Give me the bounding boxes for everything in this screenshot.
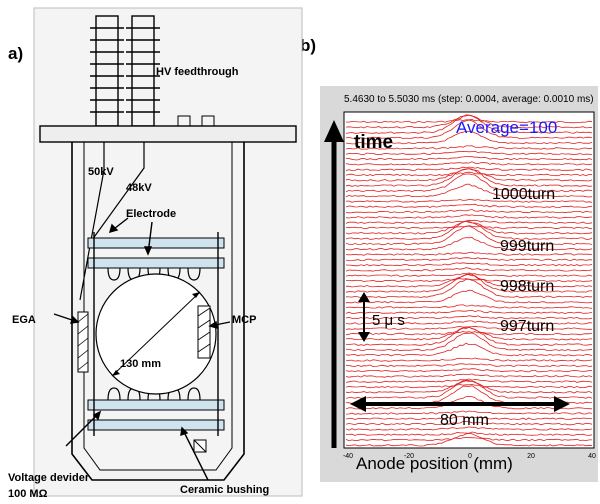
width-label: 80 mm [440, 412, 489, 429]
trace-line [345, 219, 593, 224]
ceramic-bushing-label: Ceramic bushing [180, 484, 270, 496]
trace-group [345, 114, 593, 447]
trace-line [345, 214, 593, 219]
trace-line [345, 150, 593, 156]
diagram-background [33, 7, 303, 497]
trace-line [345, 199, 593, 203]
trace-line [345, 237, 593, 251]
electrode-label: Electrode [126, 208, 177, 220]
hv-lead-50kv [79, 142, 105, 301]
trace-line [345, 320, 593, 325]
turn-label-998: 998turn [500, 278, 555, 295]
trace-line [345, 114, 593, 134]
vacuum-vessel [71, 142, 245, 481]
trace-line [345, 119, 593, 140]
resistance-label: 100 MΩ [8, 488, 48, 500]
48kv-label: 48kV [126, 182, 152, 194]
trace-line [345, 220, 593, 240]
trace-line [345, 220, 593, 235]
trace-line [345, 251, 593, 256]
trace-line [345, 273, 593, 288]
trace-line [345, 315, 593, 320]
trace-line [345, 378, 593, 383]
trace-line [345, 395, 593, 410]
mcp-detector [197, 305, 211, 359]
trace-line [345, 304, 593, 309]
time-arrowhead [324, 120, 344, 142]
voltage-divider-label: Voltage devider [8, 472, 90, 484]
lower-electrode-plate [87, 399, 225, 411]
chamber-diagram [33, 7, 303, 497]
trace-line [345, 225, 593, 246]
trace-line [345, 420, 593, 426]
panel-a-label: a) [8, 44, 24, 63]
average-label: Average=100 [456, 118, 558, 137]
x-tick-label: 0 [468, 453, 472, 460]
trace-line [345, 330, 593, 336]
trace-line [345, 173, 593, 193]
hv-feedthrough-label: HV feedthrough [156, 66, 239, 78]
trace-line [345, 342, 593, 357]
trace-line [346, 289, 593, 304]
trace-line [345, 432, 593, 447]
time-label: time [354, 132, 394, 153]
trace-line [345, 379, 593, 399]
x-tick-label: 20 [527, 453, 535, 460]
trace-line [345, 326, 593, 346]
trace-line [345, 273, 593, 293]
trace-line [345, 437, 592, 442]
time-range-header: 5.4630 to 5.5030 ms (step: 0.0004, avera… [344, 94, 594, 105]
trace-line [345, 267, 593, 272]
50kv-label: 50kV [88, 166, 114, 178]
trace-line [345, 183, 593, 198]
trace-line [345, 156, 593, 161]
diameter-label: 130 mm [120, 358, 161, 370]
trace-line [345, 278, 592, 299]
trace-line [345, 363, 593, 368]
x-tick-label: -40 [343, 453, 353, 460]
trace-line [345, 161, 593, 166]
trace-line [345, 166, 593, 171]
trace-line [345, 145, 593, 150]
ega-label: EGA [12, 314, 36, 326]
trace-line [345, 203, 593, 209]
trace-line [345, 257, 592, 262]
x-tick-label: 40 [588, 453, 596, 460]
x-tick-group: -40 -20 0 20 40 [343, 453, 596, 460]
trace-line [345, 209, 593, 214]
trace-line [345, 262, 593, 267]
waterfall-plot: -40 -20 0 20 40 [324, 111, 596, 460]
upper-electrode-plate [87, 237, 225, 249]
turn-label-999: 999turn [500, 238, 555, 255]
trace-line [345, 410, 593, 415]
trace-line [345, 272, 593, 277]
time-scale-label: 5 μ s [372, 312, 405, 329]
x-axis-label: Anode position (mm) [356, 454, 513, 473]
trace-line [345, 426, 593, 431]
trace-line [345, 168, 593, 187]
trace-line [345, 171, 593, 177]
turn-label-997: 997turn [500, 318, 555, 335]
hv-lead-48kv [91, 142, 145, 241]
trace-line [345, 415, 593, 421]
trace-line [345, 384, 593, 389]
panel-b-label: b) [300, 36, 317, 55]
trace-line [345, 332, 593, 352]
trace-line [345, 309, 593, 315]
trace-line [345, 380, 593, 394]
mcp-label: MCP [232, 314, 257, 326]
x-tick-label: -20 [404, 453, 414, 460]
top-flange [39, 125, 297, 143]
turn-label-1000: 1000turn [492, 186, 556, 203]
trace-line [345, 130, 593, 145]
trace-line [345, 373, 593, 378]
trace-line [345, 368, 593, 373]
trace-line [345, 357, 593, 362]
